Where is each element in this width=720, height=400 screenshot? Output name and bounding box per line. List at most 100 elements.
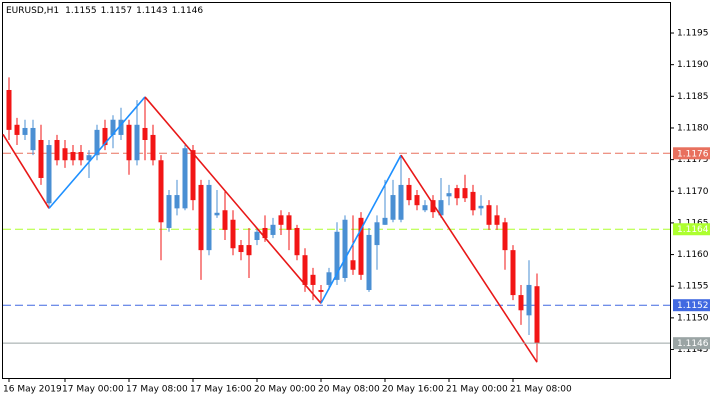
x-tick-label: 20 May 16:00 [382, 385, 444, 395]
candle-body [374, 222, 380, 246]
level-label-bg [673, 147, 710, 160]
candle-body [478, 205, 484, 209]
candle-body [470, 191, 476, 211]
candle-body [414, 195, 420, 206]
candle-body [318, 290, 324, 292]
candle-body [302, 255, 308, 285]
candle-body [70, 152, 76, 161]
candle-body [422, 205, 428, 211]
candle-body [310, 274, 316, 285]
candle-body [486, 205, 492, 225]
candle-body [526, 284, 532, 316]
candle-body [510, 250, 516, 296]
candle-body [398, 184, 404, 220]
candle-body [30, 127, 36, 151]
candle-body [78, 152, 84, 161]
candle-body [94, 129, 100, 156]
y-tick-label: 1.1155 [677, 282, 709, 292]
zigzag-segment [144, 96, 322, 304]
candle-body [126, 124, 132, 161]
level-label: 1.1152 [677, 301, 709, 311]
candle-body [222, 210, 228, 230]
candle-body [46, 145, 52, 204]
candle-body [334, 231, 340, 280]
candle-body [6, 89, 12, 130]
x-tick-label: 16 May 2019 [3, 385, 62, 395]
level-label: 1.1176 [677, 149, 709, 159]
header-high: 1.1157 [101, 6, 133, 16]
candle-body [454, 188, 460, 199]
level-label-bg [673, 299, 710, 312]
header-close: 1.1146 [172, 6, 204, 16]
level-label: 1.1164 [677, 225, 709, 235]
candle-body [326, 272, 332, 285]
candle-body [358, 217, 364, 275]
x-tick-label: 17 May 00:00 [62, 385, 124, 395]
y-tick-label: 1.1145 [677, 345, 709, 355]
y-tick-label: 1.1175 [677, 155, 709, 165]
zigzag-segment [400, 154, 538, 363]
header-low: 1.1143 [136, 6, 168, 16]
candle-body [494, 215, 500, 225]
y-tick-label: 1.1185 [677, 92, 709, 102]
header-open: 1.1155 [65, 6, 97, 16]
zigzag-segment [48, 96, 146, 209]
candle-body [62, 148, 68, 161]
candle-body [182, 148, 188, 209]
symbol: EURUSD,H1 [6, 6, 59, 16]
bid-label: 1.1146 [677, 339, 709, 349]
candle-body [270, 224, 276, 235]
candle-body [150, 134, 156, 161]
candle-body [238, 245, 244, 253]
x-tick-label: 20 May 00:00 [254, 385, 316, 395]
candle-body [102, 127, 108, 146]
candle-body [198, 184, 204, 251]
candle-body [278, 215, 284, 225]
candle-body [390, 195, 396, 220]
zigzag-segment [2, 133, 50, 209]
candle-body [462, 188, 468, 199]
candle-body [22, 127, 28, 135]
zigzag-segment [320, 154, 402, 304]
y-tick-label: 1.1170 [677, 187, 709, 197]
candle-body [254, 231, 260, 241]
candle-body [286, 215, 292, 230]
candle-body [142, 127, 148, 140]
y-tick-label: 1.1160 [677, 250, 709, 260]
level-label-bg [673, 223, 710, 236]
candle-body [294, 227, 300, 256]
candle-body [190, 150, 196, 201]
candle-body [366, 234, 372, 291]
candle-body [430, 200, 436, 213]
candle-body [502, 222, 508, 251]
candle-body [214, 212, 220, 216]
x-tick-label: 20 May 08:00 [318, 385, 380, 395]
candle-body [382, 217, 388, 225]
candle-body [134, 124, 140, 161]
candle-body [206, 184, 212, 251]
candle-body [246, 245, 252, 256]
y-tick-label: 1.1150 [677, 313, 709, 323]
y-tick-label: 1.1180 [677, 123, 709, 133]
candle-body [262, 227, 268, 239]
candle-body [38, 139, 44, 178]
candle-body [518, 295, 524, 311]
candle-body [118, 119, 124, 135]
x-tick-label: 17 May 16:00 [190, 385, 252, 395]
candle-body [14, 124, 20, 135]
candle-body [350, 260, 356, 270]
chart-header: EURUSD,H1 1.1155 1.1157 1.1143 1.1146 [6, 6, 203, 16]
x-tick-label: 21 May 00:00 [446, 385, 508, 395]
x-tick-label: 17 May 08:00 [126, 385, 188, 395]
candle-body [342, 219, 348, 278]
bid-label-bg [673, 337, 710, 350]
candle-body [438, 200, 444, 216]
candle-body [174, 195, 180, 209]
candle-body [446, 193, 452, 197]
candle-body [158, 160, 164, 223]
candle-body [230, 219, 236, 249]
candle-body [406, 184, 412, 201]
candle-body [54, 139, 60, 161]
